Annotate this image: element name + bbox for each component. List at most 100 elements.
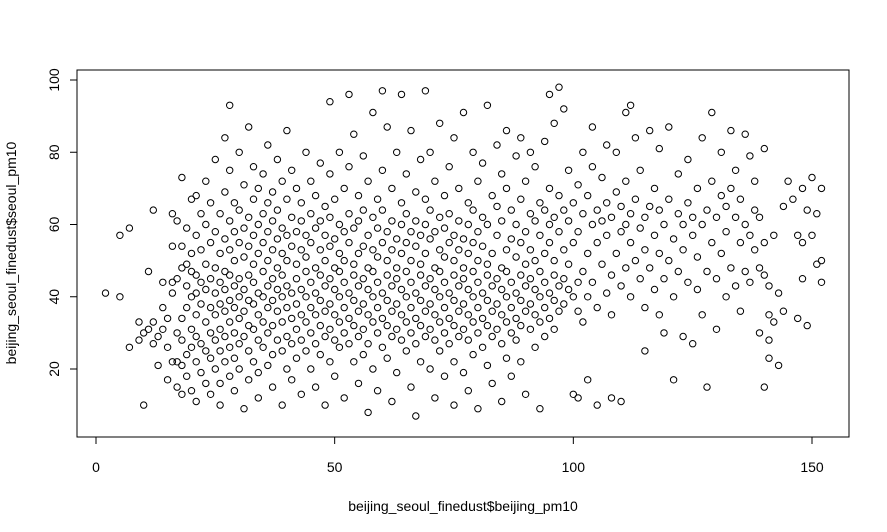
data-point <box>216 300 224 308</box>
data-point <box>674 267 682 276</box>
data-point <box>202 285 210 294</box>
data-point <box>154 332 162 341</box>
data-point <box>560 275 568 283</box>
data-point <box>459 108 468 117</box>
data-point <box>646 264 654 272</box>
data-point <box>474 329 482 337</box>
data-point <box>345 289 353 297</box>
data-point <box>302 231 310 240</box>
data-point <box>536 267 544 276</box>
data-point <box>373 278 382 286</box>
data-point <box>264 361 272 370</box>
data-point <box>579 148 587 157</box>
data-point <box>378 289 387 297</box>
data-point <box>163 376 172 384</box>
data-point <box>817 256 826 265</box>
data-point <box>440 303 449 312</box>
data-point <box>359 275 367 283</box>
data-point <box>560 105 568 113</box>
data-point <box>464 249 472 258</box>
data-point <box>741 130 749 138</box>
data-point <box>197 210 205 218</box>
data-point <box>579 267 587 276</box>
data-point <box>221 188 229 196</box>
data-point <box>584 249 592 258</box>
data-point <box>521 260 530 268</box>
data-point <box>359 325 367 333</box>
data-point <box>498 340 506 348</box>
data-point <box>455 246 463 254</box>
data-point <box>760 144 768 153</box>
data-point <box>502 126 511 135</box>
data-point <box>412 188 420 196</box>
data-point <box>698 311 706 319</box>
data-point <box>316 321 324 330</box>
data-point <box>426 325 434 333</box>
data-point <box>488 191 496 200</box>
data-point <box>354 307 363 315</box>
x-tick-label: 0 <box>92 459 100 475</box>
data-point <box>498 311 506 319</box>
data-point <box>450 296 458 305</box>
data-point <box>541 278 549 286</box>
data-point <box>765 354 773 362</box>
data-point <box>512 253 520 261</box>
data-point <box>144 267 153 276</box>
data-point <box>459 235 468 243</box>
data-point <box>278 401 286 409</box>
data-point <box>545 90 554 99</box>
data-point <box>259 170 267 178</box>
x-tick-label: 100 <box>562 459 586 475</box>
data-point <box>560 246 568 254</box>
data-point <box>168 289 177 297</box>
data-point <box>498 397 506 406</box>
data-point <box>521 307 530 315</box>
data-point <box>230 282 239 290</box>
data-point <box>187 267 196 276</box>
data-point <box>350 130 358 138</box>
data-point <box>564 285 573 294</box>
data-point <box>378 343 387 351</box>
data-point <box>297 311 305 319</box>
data-point <box>178 336 186 344</box>
plot-box <box>76 69 850 438</box>
data-point <box>641 213 649 222</box>
data-point <box>416 271 425 279</box>
data-point <box>183 260 191 268</box>
data-point <box>393 368 401 377</box>
data-point <box>278 224 286 232</box>
data-point <box>402 210 410 218</box>
data-point <box>727 184 735 193</box>
data-point <box>402 238 410 247</box>
data-point <box>660 220 668 229</box>
data-point <box>340 228 348 236</box>
data-point <box>197 278 205 286</box>
data-point <box>168 278 177 286</box>
data-point <box>607 213 616 222</box>
data-point <box>326 242 334 250</box>
data-point <box>712 213 721 222</box>
data-point <box>192 191 200 200</box>
data-point <box>426 275 434 283</box>
data-point <box>541 206 549 214</box>
data-point <box>211 264 220 272</box>
data-point <box>416 321 425 330</box>
data-point <box>455 332 463 341</box>
data-point <box>431 311 439 319</box>
data-point <box>626 293 635 301</box>
data-point <box>512 152 520 160</box>
data-point <box>717 249 725 258</box>
data-point <box>569 390 577 398</box>
data-point <box>159 278 167 286</box>
data-point <box>751 177 759 185</box>
data-point <box>292 325 301 333</box>
data-point <box>340 329 348 337</box>
data-point <box>311 289 320 297</box>
data-point <box>345 314 353 323</box>
data-point <box>593 206 601 214</box>
data-point <box>689 231 697 240</box>
data-point <box>288 213 296 222</box>
data-point <box>598 260 606 268</box>
data-point <box>421 307 430 315</box>
data-point <box>354 249 363 258</box>
